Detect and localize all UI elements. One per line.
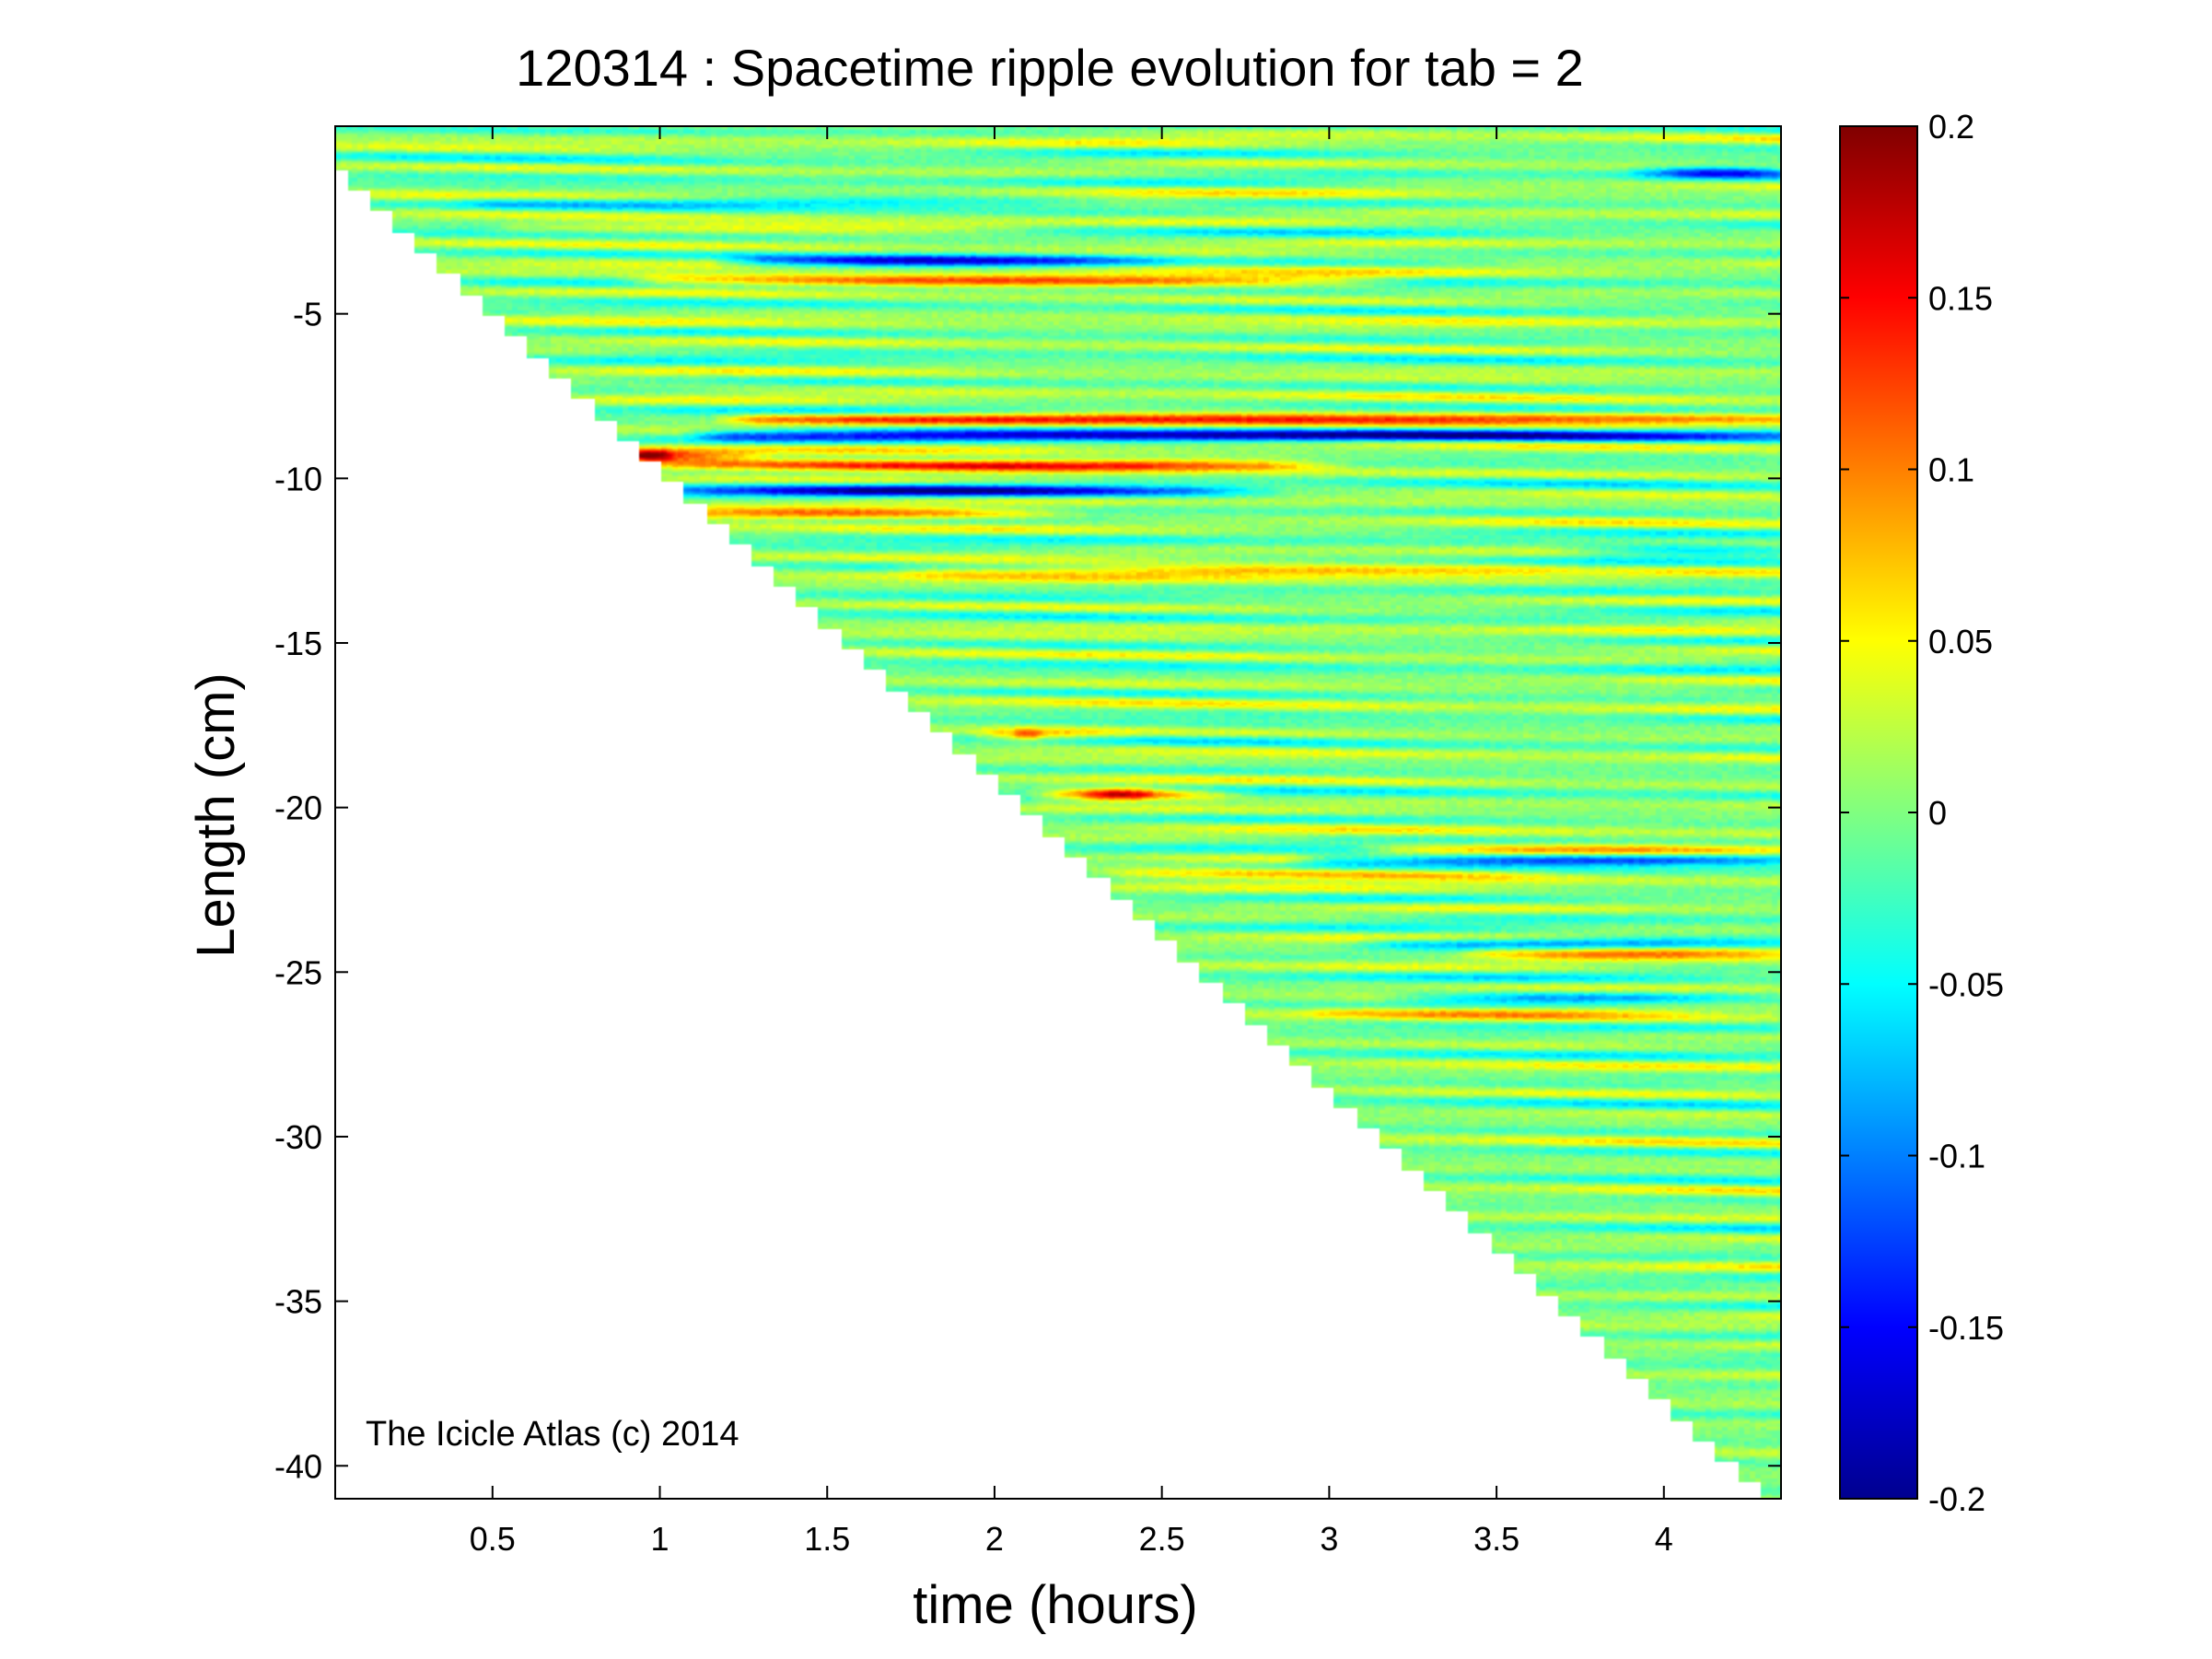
colorbar-tick-label: -0.2 [1928, 1480, 1985, 1518]
colorbar: 0.2 0.15 0.1 0.05 0 -0.05 -0.1 -0.15 -0.2 [1839, 108, 2004, 1518]
x-tick-label: 4 [1655, 1520, 1673, 1558]
y-tick-label: -40 [274, 1447, 322, 1485]
y-tick-label: -15 [274, 625, 322, 662]
x-tick-label: 3.5 [1473, 1520, 1519, 1558]
x-axis-label: time (hours) [913, 1575, 1197, 1635]
colorbar-tick-label: 0 [1928, 794, 1947, 832]
x-tick-label: 2 [985, 1520, 1004, 1558]
colorbar-tick-label: -0.1 [1928, 1138, 1985, 1175]
colorbar-tick-label: -0.15 [1928, 1309, 2004, 1347]
colorbar-tick-label: -0.05 [1928, 965, 2004, 1003]
colorbar-ticks: 0.2 0.15 0.1 0.05 0 -0.05 -0.1 -0.15 -0.2 [1840, 108, 2004, 1518]
x-axis-ticks: 0.5 1 1.5 2 2.5 3 3.5 4 [470, 126, 1673, 1558]
x-tick-label: 2.5 [1139, 1520, 1185, 1558]
colorbar-tick-label: 0.2 [1928, 108, 1974, 146]
x-tick-label: 1 [651, 1520, 669, 1558]
colorbar-tick-label: 0.1 [1928, 451, 1974, 489]
y-tick-label: -20 [274, 789, 322, 827]
x-tick-label: 1.5 [804, 1520, 850, 1558]
colorbar-tick-label: 0.05 [1928, 623, 1993, 660]
heatmap-raster [335, 126, 1781, 1499]
chart-title: 120314 : Spacetime ripple evolution for … [516, 39, 1584, 97]
colorbar-gradient [1839, 125, 1918, 1500]
x-tick-label: 3 [1320, 1520, 1338, 1558]
x-tick-label: 0.5 [470, 1520, 516, 1558]
y-tick-label: -25 [274, 953, 322, 991]
heatmap-image [335, 126, 1781, 1499]
plot-frame [334, 125, 1782, 1500]
y-tick-label: -10 [274, 460, 322, 497]
y-axis-ticks: -5 -10 -15 -20 -25 -30 -35 -40 [274, 296, 1781, 1485]
colorbar-tick-label: 0.15 [1928, 279, 1993, 317]
y-axis-label: Length (cm) [186, 672, 246, 957]
y-tick-label: -30 [274, 1118, 322, 1156]
y-tick-label: -5 [293, 296, 322, 333]
y-tick-label: -35 [274, 1283, 322, 1321]
copyright-annotation: The Icicle Atlas (c) 2014 [366, 1415, 739, 1454]
